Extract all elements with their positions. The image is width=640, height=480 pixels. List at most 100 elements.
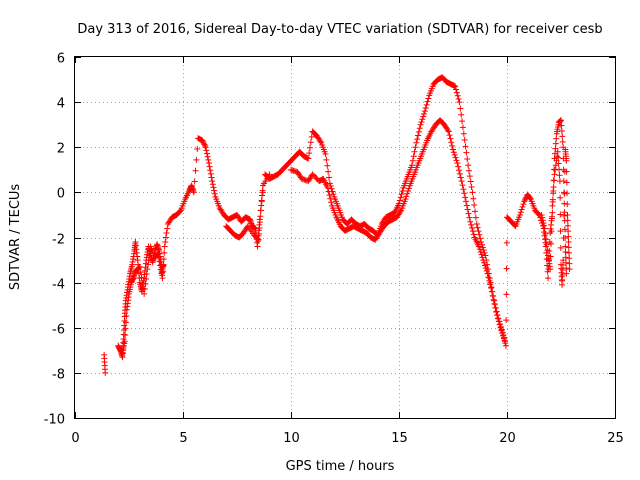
data-point xyxy=(423,101,430,108)
data-point xyxy=(193,156,200,163)
data-point xyxy=(122,331,129,338)
data-point xyxy=(544,247,551,254)
data-point xyxy=(481,249,488,256)
data-point xyxy=(448,139,455,146)
data-point xyxy=(475,228,482,235)
data-point xyxy=(564,211,571,218)
data-point xyxy=(452,154,459,161)
data-point xyxy=(489,292,496,299)
data-point xyxy=(549,196,556,203)
data-point xyxy=(445,128,452,135)
data-point xyxy=(417,121,424,128)
data-point xyxy=(121,338,128,345)
data-point xyxy=(564,190,571,197)
data-point xyxy=(425,95,432,102)
plot-frame xyxy=(74,56,616,419)
data-point xyxy=(541,222,548,229)
data-point xyxy=(559,138,566,145)
data-point xyxy=(466,214,473,221)
data-point xyxy=(323,156,330,163)
y-tick-label: 4 xyxy=(57,97,65,112)
data-point xyxy=(327,195,334,202)
data-point xyxy=(562,259,569,266)
data-point xyxy=(465,167,472,174)
data-point xyxy=(155,254,162,261)
data-point xyxy=(466,173,473,180)
y-tick-label: 2 xyxy=(57,142,65,157)
data-point xyxy=(455,95,462,102)
data-point xyxy=(201,141,208,148)
data-point xyxy=(516,211,523,218)
data-point xyxy=(518,206,525,213)
data-point xyxy=(208,174,215,181)
x-tick-label: 0 xyxy=(71,431,79,446)
data-point xyxy=(190,189,197,196)
data-point xyxy=(470,231,477,238)
data-point xyxy=(520,201,527,208)
data-point xyxy=(484,270,491,277)
data-point xyxy=(456,99,463,106)
data-point xyxy=(543,241,550,248)
data-point xyxy=(476,231,483,238)
data-point xyxy=(403,193,410,200)
data-point xyxy=(556,172,563,179)
data-point xyxy=(200,140,207,147)
tick-labels: 0 5 10 15 20 25 -10 -8 -6 -4 -2 0 2 4 6 xyxy=(44,52,624,447)
data-point xyxy=(463,202,470,209)
data-point xyxy=(257,213,264,220)
data-point xyxy=(467,218,474,225)
data-point xyxy=(539,214,546,221)
data-point xyxy=(310,172,317,179)
data-point xyxy=(560,234,567,241)
data-point xyxy=(143,276,150,283)
data-point xyxy=(462,143,469,150)
chart-title: Day 313 of 2016, Sidereal Day-to-day VTE… xyxy=(77,22,602,37)
data-point xyxy=(328,185,335,192)
data-point xyxy=(266,171,273,178)
data-point xyxy=(566,260,573,267)
data-point xyxy=(503,265,510,272)
data-point xyxy=(560,257,567,264)
data-point xyxy=(194,146,201,153)
data-point xyxy=(450,149,457,156)
data-point xyxy=(460,130,467,137)
data-point xyxy=(563,179,570,186)
data-markers xyxy=(101,74,573,376)
data-point xyxy=(452,83,459,90)
data-point xyxy=(503,239,510,246)
data-point xyxy=(123,313,130,320)
data-point xyxy=(490,296,497,303)
data-point xyxy=(559,133,566,140)
data-point xyxy=(464,206,471,213)
data-point xyxy=(200,138,207,145)
data-point xyxy=(468,221,475,228)
data-point xyxy=(449,142,456,149)
data-point xyxy=(501,338,508,345)
data-point xyxy=(547,253,554,260)
data-point xyxy=(563,168,570,175)
data-point xyxy=(411,148,418,155)
data-point xyxy=(136,263,143,270)
data-point xyxy=(122,319,129,326)
data-point xyxy=(563,157,570,164)
x-tick-label: 20 xyxy=(499,431,516,446)
data-point xyxy=(420,113,427,120)
data-point xyxy=(402,196,409,203)
data-point xyxy=(326,192,333,199)
data-point xyxy=(502,342,509,349)
data-point xyxy=(500,335,507,342)
data-point xyxy=(306,150,313,157)
data-point xyxy=(562,254,569,261)
data-point xyxy=(472,214,479,221)
data-point xyxy=(456,167,463,174)
data-point xyxy=(521,198,528,205)
data-point xyxy=(461,190,468,197)
data-point xyxy=(527,195,534,202)
data-point xyxy=(405,185,412,192)
data-point xyxy=(540,220,547,227)
data-point xyxy=(203,150,210,157)
data-point xyxy=(549,209,556,216)
data-point xyxy=(548,240,555,247)
data-point xyxy=(541,225,548,232)
data-point xyxy=(421,110,428,117)
